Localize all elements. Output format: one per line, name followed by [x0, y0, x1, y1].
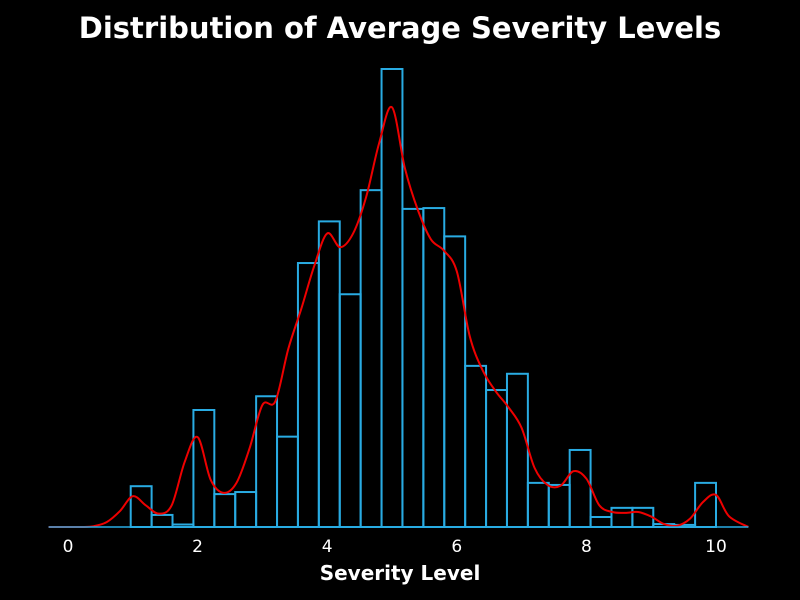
histogram-bar — [338, 293, 362, 528]
histogram-bar — [150, 513, 174, 528]
histogram-bar — [694, 481, 717, 528]
x-tick-label: 2 — [192, 537, 203, 557]
histogram-bars — [129, 68, 717, 529]
histogram-bar — [568, 448, 592, 528]
histogram-bar — [192, 409, 216, 528]
x-axis-ticks: 0 2 4 6 8 10 — [63, 537, 727, 557]
histogram-bar — [359, 189, 383, 528]
histogram-bar — [401, 207, 425, 528]
histogram-bar — [422, 207, 446, 528]
chart-title: Distribution of Average Severity Levels — [79, 11, 721, 45]
x-tick-label: 8 — [581, 537, 592, 557]
histogram-bar — [547, 483, 571, 529]
histogram-bar — [610, 506, 634, 529]
x-tick-label: 0 — [63, 537, 74, 557]
histogram-bar — [443, 235, 467, 528]
histogram-bar — [464, 364, 488, 528]
histogram-bar — [296, 262, 320, 528]
x-tick-label: 6 — [451, 537, 462, 557]
histogram-bar — [526, 481, 550, 528]
histogram-bar — [234, 491, 258, 528]
x-axis-label: Severity Level — [320, 561, 481, 585]
histogram-bar — [213, 493, 237, 528]
histogram-bar — [317, 220, 341, 528]
histogram-bar — [276, 435, 299, 528]
histogram-bar — [485, 389, 508, 528]
histogram-bar — [505, 372, 529, 528]
x-tick-label: 4 — [322, 537, 333, 557]
histogram-bar — [631, 506, 655, 529]
x-tick-label: 10 — [705, 537, 727, 557]
histogram-bar — [589, 516, 613, 529]
kde-curve — [48, 106, 749, 528]
